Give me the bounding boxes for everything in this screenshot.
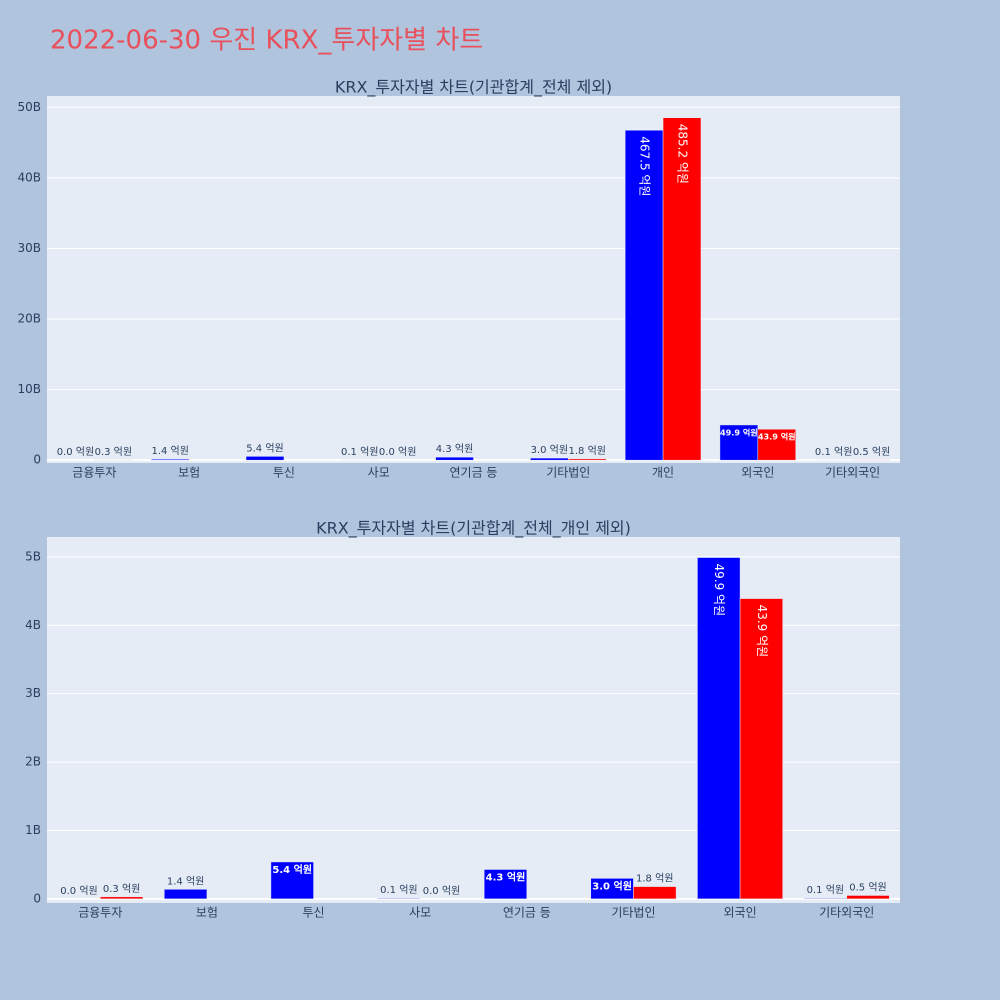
page-title: 2022-06-30 우진 KRX_투자자별 차트	[50, 26, 483, 56]
value-label: 0.1 억원	[341, 446, 378, 458]
bar	[739, 598, 783, 900]
value-label: 5.4 억원	[272, 863, 312, 876]
y-tick-label: 3B	[25, 686, 41, 700]
x-tick-label: 보험	[178, 466, 200, 480]
bar	[270, 861, 314, 900]
value-label: 43.9 억원	[758, 432, 796, 442]
bar	[164, 889, 208, 900]
value-label: 0.0 억원	[60, 885, 97, 897]
value-label: 0.1 억원	[380, 884, 417, 896]
x-tick-label: 기타외국인	[825, 466, 880, 480]
x-tick-label: 사모	[368, 466, 390, 480]
value-label: 3.0 억원	[531, 444, 568, 456]
x-tick-label: 외국인	[741, 466, 774, 480]
value-label: 0.1 억원	[807, 884, 844, 896]
bar	[662, 117, 702, 461]
value-label: 3.0 억원	[592, 879, 632, 892]
bar	[100, 896, 144, 900]
value-label: 1.8 억원	[636, 873, 673, 885]
value-label: 1.4 억원	[167, 875, 204, 887]
bar	[803, 897, 847, 900]
value-label: 0.5 억원	[853, 446, 890, 458]
value-label: 0.1 억원	[815, 446, 852, 458]
value-label: 0.0 억원	[57, 446, 94, 458]
value-label: 0.3 억원	[103, 883, 140, 895]
x-tick-label: 기타법인	[546, 466, 590, 480]
chart-title: KRX_투자자별 차트(기관합계_전체_개인 제외)	[316, 519, 631, 539]
bar	[377, 897, 421, 900]
x-tick-label: 투신	[303, 906, 325, 920]
value-label: 467.5 억원	[638, 136, 652, 196]
bar	[633, 886, 677, 900]
bar	[151, 458, 190, 461]
bar	[568, 458, 607, 461]
y-tick-label: 20B	[17, 312, 41, 326]
x-tick-label: 연기금 등	[503, 906, 551, 920]
x-tick-label: 투신	[273, 466, 295, 480]
bar	[245, 456, 285, 461]
y-tick-label: 2B	[25, 755, 41, 769]
value-label: 0.0 억원	[379, 446, 416, 458]
value-label: 4.3 억원	[436, 443, 473, 455]
x-tick-label: 외국인	[724, 906, 757, 920]
y-tick-label: 40B	[17, 170, 41, 184]
y-tick-label: 0	[33, 891, 41, 905]
bar	[719, 424, 759, 461]
value-label: 0.0 억원	[423, 885, 460, 897]
bar	[483, 869, 528, 900]
x-tick-label: 금융투자	[78, 906, 122, 920]
value-label: 1.8 억원	[568, 445, 605, 457]
y-tick-label: 0	[33, 453, 41, 467]
x-tick-label: 개인	[652, 466, 674, 480]
y-tick-label: 1B	[25, 823, 41, 837]
x-tick-label: 기타외국인	[819, 906, 874, 920]
value-label: 0.3 억원	[95, 446, 132, 458]
x-tick-label: 연기금 등	[450, 466, 498, 480]
x-tick-label: 금융투자	[72, 466, 116, 480]
plot-area	[47, 96, 900, 463]
y-tick-label: 5B	[25, 549, 41, 563]
y-tick-label: 4B	[25, 618, 41, 632]
value-label: 1.4 억원	[151, 445, 188, 457]
value-label: 0.5 억원	[849, 881, 886, 893]
x-tick-label: 기타법인	[611, 906, 655, 920]
bar	[757, 428, 796, 461]
value-label: 4.3 억원	[486, 870, 526, 883]
x-tick-label: 보험	[196, 906, 218, 920]
chart-title: KRX_투자자별 차트(기관합계_전체 제외)	[335, 78, 612, 98]
bar	[530, 457, 569, 461]
value-label: 43.9 억원	[755, 605, 769, 658]
value-label: 49.9 억원	[712, 564, 726, 617]
value-label: 49.9 억원	[720, 427, 758, 437]
x-tick-label: 사모	[409, 906, 431, 920]
y-tick-label: 10B	[17, 382, 41, 396]
value-label: 5.4 억원	[246, 442, 283, 454]
bar	[435, 456, 474, 461]
y-tick-label: 30B	[17, 241, 41, 255]
bar	[846, 895, 890, 900]
y-tick-label: 50B	[17, 100, 41, 114]
value-label: 485.2 억원	[676, 124, 690, 184]
